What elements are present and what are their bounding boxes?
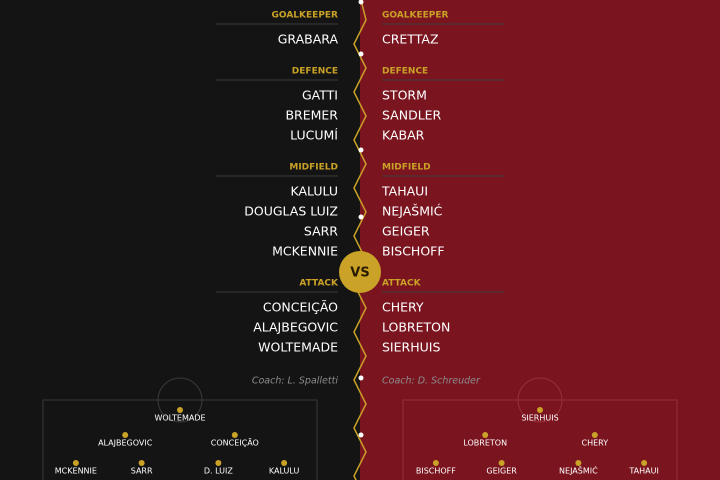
pitch-player-dot [482, 432, 489, 438]
divider-dot [358, 147, 364, 153]
section-label: ATTACK [382, 279, 422, 289]
section-label: GOALKEEPER [382, 11, 449, 21]
section-label: DEFENCE [292, 67, 338, 77]
pitch-player-dot [72, 460, 79, 466]
player-name: GATTI [302, 88, 338, 103]
pitch-player-name: ALAJBEGOVIC [98, 439, 153, 448]
coach: Coach: D. Schreuder [382, 376, 481, 387]
player-name: STORM [382, 88, 427, 103]
section-label: DEFENCE [382, 67, 428, 77]
pitch-player-name: BISCHOFF [416, 467, 456, 476]
coach: Coach: L. Spalletti [252, 376, 339, 387]
player-name: GEIGER [382, 224, 430, 239]
pitch-player-dot [138, 460, 145, 466]
pitch-player-name: SIERHUIS [521, 414, 558, 423]
pitch-player-name: CONCEIÇÃO [211, 438, 259, 448]
pitch-player-dot [537, 407, 543, 413]
player-name: TAHAUI [381, 184, 428, 199]
pitch-player-name: CHERY [582, 439, 609, 448]
pitch-player-name: SARR [131, 467, 153, 476]
pitch-player-name: LOBRETON [463, 439, 507, 448]
player-name: SANDLER [382, 108, 442, 123]
divider-dot [358, 214, 364, 220]
section-label: MIDFIELD [382, 163, 431, 173]
player-name: MCKENNIE [272, 244, 338, 259]
divider-dot [358, 51, 364, 57]
pitch-player-dot [591, 432, 598, 438]
player-name: BREMER [285, 108, 338, 123]
pitch-player-name: WOLTEMADE [154, 414, 205, 423]
pitch-player-name: GEIGER [486, 467, 517, 476]
home-pitch [42, 399, 318, 480]
divider-dot [358, 0, 364, 5]
pitch-player-name: KALULU [269, 467, 300, 476]
player-name: DOUGLAS LUIZ [244, 204, 338, 219]
player-name: NEJAŠMIĆ [382, 204, 443, 219]
pitch-player-name: MCKENNIE [55, 467, 97, 476]
player-name: KALULU [290, 184, 338, 199]
player-name: LOBRETON [382, 320, 450, 335]
pitch-player-name: D. LUIZ [204, 467, 234, 476]
pitch-player-dot [432, 460, 439, 466]
pitch-player-dot [575, 460, 582, 466]
divider [353, 0, 367, 480]
pitch-player-name: NEJAŠMIĆ [559, 465, 598, 476]
player-name: SIERHUIS [382, 340, 440, 355]
player-name: KABAR [382, 128, 425, 143]
player-name: CONCEIÇÃO [263, 300, 338, 315]
pitch-player-dot [122, 432, 129, 438]
section-label: GOALKEEPER [272, 11, 339, 21]
vs-label: VS [350, 266, 369, 281]
pitch-player-dot [641, 460, 648, 466]
vs-badge [339, 251, 381, 293]
player-name: WOLTEMADE [258, 340, 338, 355]
pitch-player-dot [215, 460, 222, 466]
player-name: CRETTAZ [382, 32, 439, 47]
away-pitch [402, 399, 678, 480]
player-name: BISCHOFF [382, 244, 445, 259]
pitch-player-dot [498, 460, 505, 466]
divider-dot [358, 432, 364, 438]
pitch-player-dot [281, 460, 288, 466]
player-name: LUCUMÍ [290, 128, 338, 143]
player-name: SARR [304, 224, 338, 239]
player-name: ALAJBEGOVIC [253, 320, 338, 335]
pitch-player-dot [231, 432, 238, 438]
player-name: GRABARA [278, 32, 339, 47]
divider-dot [358, 375, 364, 381]
pitch-player-name: TAHAUI [628, 467, 658, 476]
pitch-player-dot [177, 407, 183, 413]
section-label: MIDFIELD [289, 163, 338, 173]
section-label: ATTACK [299, 279, 339, 289]
player-name: CHERY [382, 300, 424, 315]
